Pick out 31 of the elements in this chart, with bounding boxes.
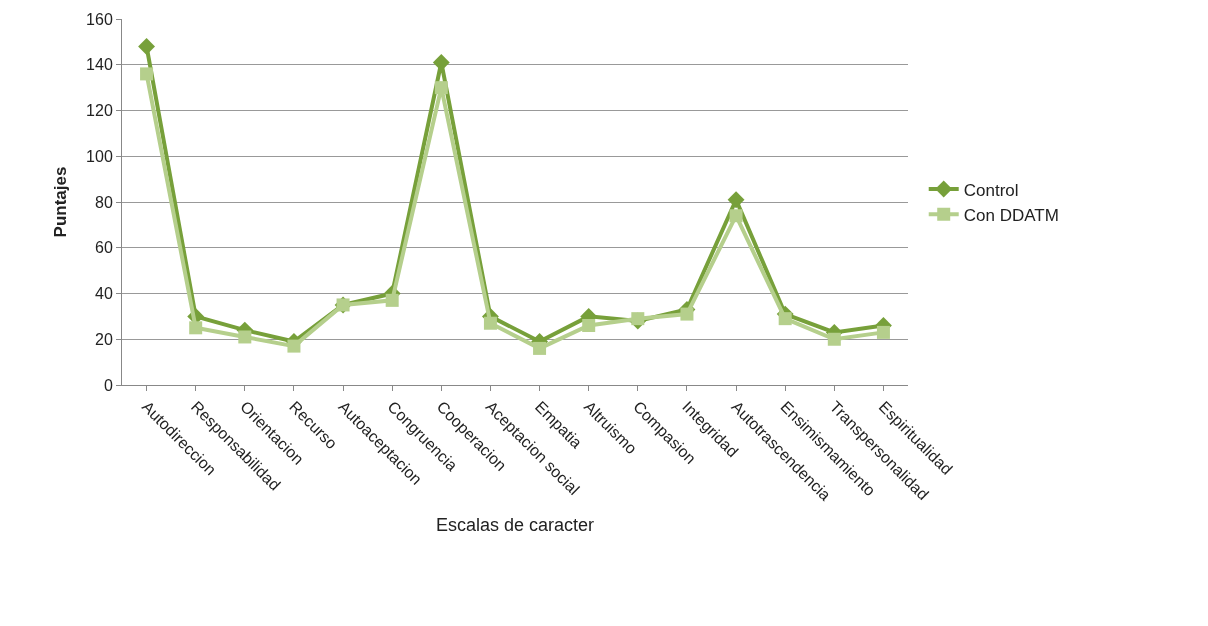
point: [729, 209, 743, 223]
point: [680, 307, 694, 321]
legend-label: Control: [963, 180, 1019, 200]
point: [533, 341, 547, 355]
point: [140, 67, 154, 81]
y-tick-label: 160: [86, 10, 113, 28]
point: [385, 293, 399, 307]
point: [287, 339, 301, 353]
point: [189, 321, 203, 335]
point: [434, 81, 448, 95]
y-tick-label: 40: [95, 285, 113, 303]
y-tick-label: 60: [95, 239, 113, 257]
y-axis-title: Puntajes: [50, 166, 70, 238]
point: [238, 330, 252, 344]
point: [631, 312, 645, 326]
point: [138, 38, 156, 55]
x-axis-title: Escalas de caracter: [435, 514, 595, 535]
y-tick-label: 20: [95, 330, 113, 348]
y-tick-label: 120: [86, 102, 113, 120]
legend-label: Con DDATM: [963, 205, 1059, 225]
point: [827, 332, 841, 346]
point: [432, 54, 450, 71]
point: [727, 191, 745, 209]
y-tick-label: 100: [86, 147, 113, 165]
point: [876, 325, 890, 339]
y-tick-label: 0: [103, 376, 113, 394]
point: [483, 316, 497, 330]
point: [778, 312, 792, 326]
y-tick-label: 140: [86, 56, 113, 74]
y-tick-label: 80: [95, 193, 113, 211]
point: [582, 319, 596, 333]
